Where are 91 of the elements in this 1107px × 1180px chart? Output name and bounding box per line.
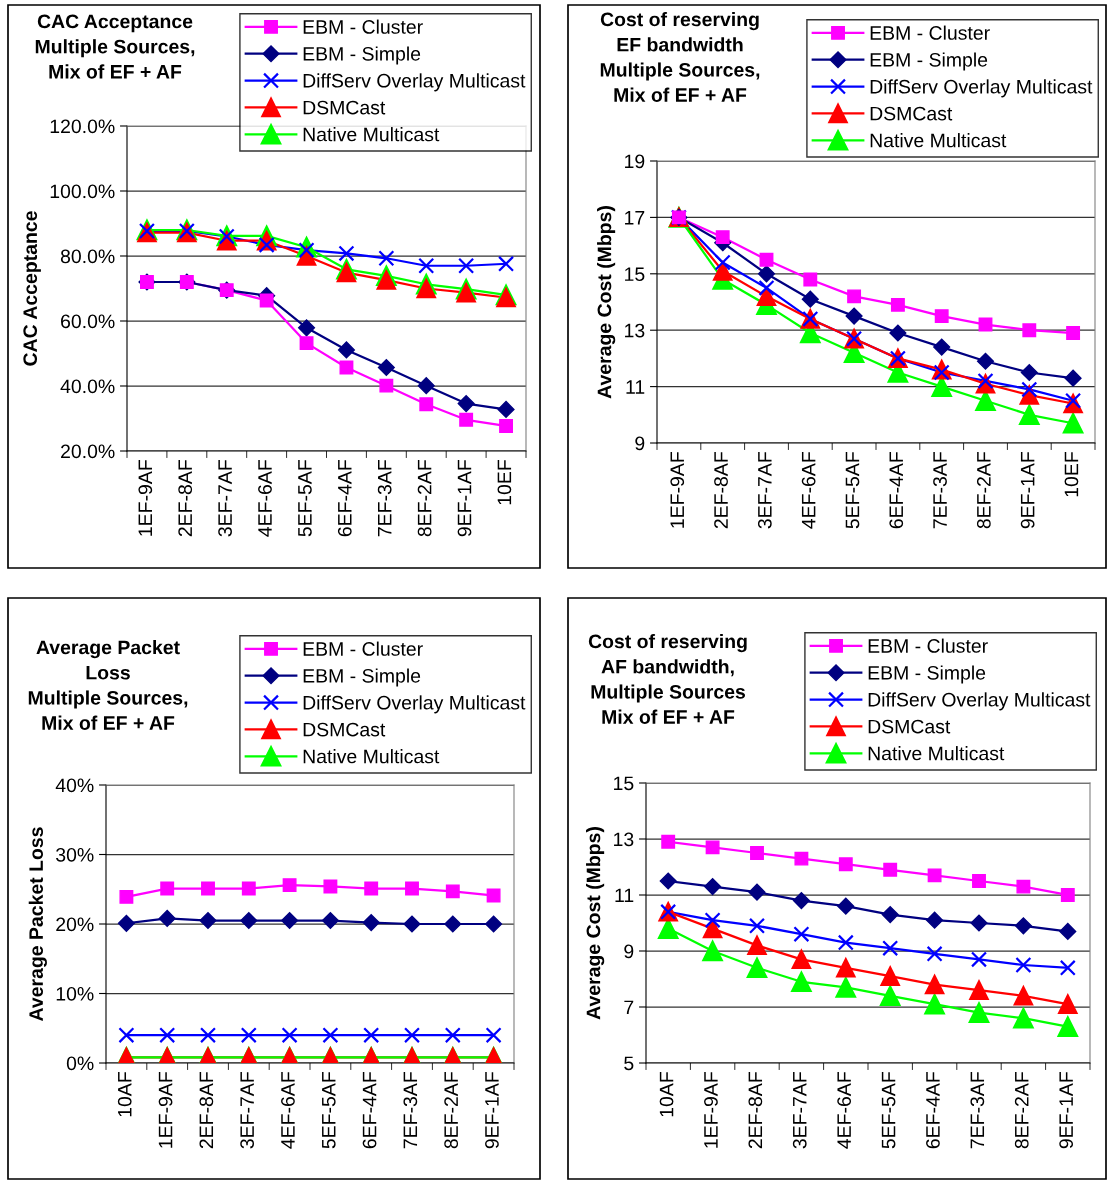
chart-title: CAC Acceptance Multiple Sources, Mix of EF + AF: [35, 14, 195, 79]
y-tick-label: 100.0%: [50, 184, 115, 199]
legend-label: EBM - Cluster: [868, 638, 988, 653]
y-tick-label: 13: [625, 323, 645, 338]
y-tick-label: 30%: [56, 847, 94, 862]
x-tick-label: 6EF-4AF: [926, 1072, 940, 1149]
x-tick-label: 7EF-3AF: [970, 1072, 985, 1149]
x-tick-label: 8EF-2AF: [976, 452, 991, 529]
legend-label: DSMCast: [303, 722, 386, 737]
x-tick-label: 3EF-7AF: [757, 452, 772, 529]
x-tick-label: 5EF-5AF: [322, 1072, 336, 1149]
y-tick-label: 120.0%: [50, 119, 115, 134]
x-tick-label: 1EF-9AF: [158, 1072, 173, 1148]
chart-title: Average Packet Loss Multiple Sources, Mix of EF + AF: [28, 640, 188, 730]
y-tick-label: 19: [625, 154, 645, 169]
legend-label: EBM - Simple: [870, 52, 988, 71]
y-axis-title: CAC Acceptance: [23, 211, 41, 366]
x-tick-label: 9EF-1AF: [1020, 452, 1035, 529]
x-tick-label: 7EF-3AF: [933, 452, 947, 529]
x-tick-label: 10EF: [1064, 452, 1079, 497]
x-tick-label: 2EF-8AF: [199, 1072, 214, 1149]
x-tick-label: 1EF-9AF: [704, 1072, 718, 1148]
x-tick-label: 3EF-7AF: [240, 1072, 255, 1149]
y-axis-title: Average Cost (Mbps): [586, 827, 605, 1020]
y-tick-label: 11: [626, 380, 645, 394]
y-tick-label: 5: [624, 1056, 634, 1071]
x-tick-label: 10AF: [117, 1072, 132, 1117]
legend-label: EBM - Cluster: [303, 641, 423, 656]
legend-label: EBM - Simple: [303, 668, 421, 687]
x-tick-label: 10AF: [659, 1072, 674, 1117]
x-tick-label: 1EF-9AF: [670, 452, 685, 528]
y-tick-label: 9: [635, 436, 645, 451]
y-axis-title: Average Cost (Mbps): [597, 206, 616, 399]
legend-label: DiffServ Overlay Multicast: [303, 695, 526, 714]
legend-label: Native Multicast: [868, 746, 1005, 761]
legend-label: Native Multicast: [303, 749, 440, 764]
y-tick-label: 15: [625, 267, 645, 282]
x-tick-label: 3EF-7AF: [218, 460, 232, 537]
x-tick-label: 5EF-5AF: [881, 1072, 896, 1149]
x-tick-label: 3EF-7AF: [792, 1072, 807, 1149]
x-tick-label: 4EF-6AF: [837, 1072, 852, 1149]
y-tick-label: 80.0%: [60, 249, 115, 264]
x-tick-label: 2EF-8AF: [748, 1072, 763, 1149]
x-tick-label: 8EF-2AF: [1014, 1072, 1029, 1149]
x-tick-label: 6EF-4AF: [889, 452, 904, 529]
x-tick-label: 4EF-6AF: [801, 452, 816, 529]
x-tick-label: 5EF-5AF: [298, 460, 312, 537]
x-tick-label: 4EF-6AF: [258, 460, 272, 537]
x-tick-label: 8EF-2AF: [417, 460, 432, 537]
x-tick-label: 2EF-8AF: [714, 452, 728, 529]
legend-label: DiffServ Overlay Multicast: [870, 79, 1093, 98]
y-tick-label: 60.0%: [61, 314, 115, 329]
y-tick-label: 0%: [66, 1056, 94, 1071]
x-tick-label: 6EF-4AF: [362, 1072, 377, 1149]
legend-label: DSMCast: [868, 719, 951, 734]
y-tick-label: 13: [614, 832, 634, 847]
chart-title: Cost of reserving EF bandwidth Multiple Sources, Mix of EF + AF: [600, 12, 760, 102]
chart-title: Cost of reserving AF bandwidth, Multiple Sources Mix of EF + AF: [588, 634, 747, 724]
x-tick-label: 1EF-9AF: [138, 460, 153, 536]
y-tick-label: 20.0%: [61, 444, 115, 459]
y-tick-label: 7: [624, 1000, 634, 1015]
y-tick-label: 11: [615, 888, 634, 903]
y-tick-label: 17: [625, 211, 645, 225]
legend-label: DSMCast: [303, 100, 386, 115]
x-tick-label: 9EF-1AF: [1059, 1072, 1074, 1149]
legend-label: EBM - Simple: [868, 665, 986, 684]
y-axis-title: Average Packet Loss: [28, 827, 47, 1021]
legend-label: EBM - Cluster: [303, 19, 423, 34]
y-tick-label: 10%: [56, 986, 94, 1001]
x-tick-label: 9EF-1AF: [457, 460, 472, 537]
x-tick-label: 9EF-1AF: [485, 1072, 499, 1149]
x-tick-label: 10EF: [497, 460, 512, 505]
y-tick-label: 20%: [56, 917, 94, 932]
x-tick-label: 6EF-4AF: [337, 460, 352, 537]
legend-label: EBM - Cluster: [870, 25, 990, 40]
legend-label: DSMCast: [870, 106, 953, 121]
legend-label: DiffServ Overlay Multicast: [303, 73, 526, 92]
y-tick-label: 9: [624, 944, 634, 959]
legend-label: Native Multicast: [870, 133, 1007, 148]
y-tick-label: 40%: [55, 778, 94, 793]
y-tick-label: 15: [614, 776, 634, 791]
y-tick-label: 40.0%: [60, 379, 115, 394]
x-tick-label: 8EF-2AF: [444, 1072, 459, 1149]
x-tick-label: 4EF-6AF: [281, 1072, 295, 1149]
x-tick-label: 2EF-8AF: [178, 460, 193, 537]
x-tick-label: 5EF-5AF: [845, 452, 860, 529]
x-tick-label: 7EF-3AF: [403, 1072, 418, 1149]
legend-label: EBM - Simple: [303, 46, 421, 65]
legend-label: Native Multicast: [303, 127, 440, 142]
x-tick-label: 7EF-3AF: [377, 460, 392, 537]
legend-label: DiffServ Overlay Multicast: [868, 692, 1091, 711]
